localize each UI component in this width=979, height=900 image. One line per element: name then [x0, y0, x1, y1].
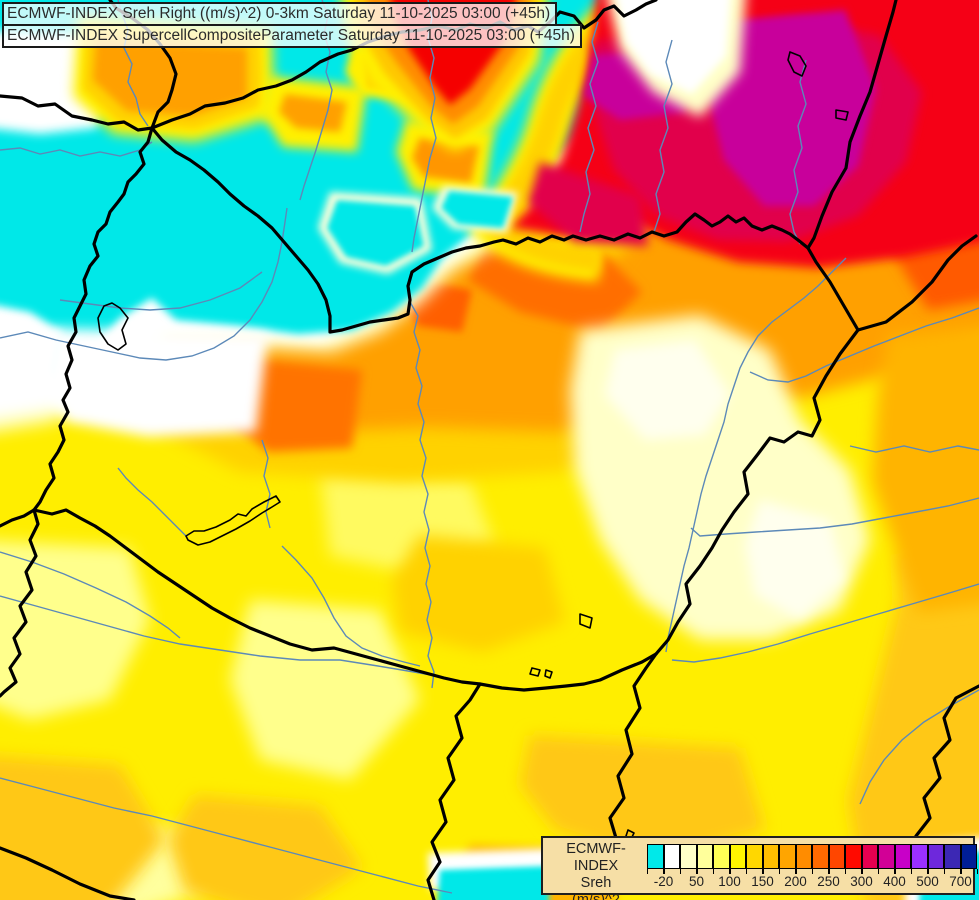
legend-color-cell	[795, 844, 812, 869]
legend-tick	[696, 869, 698, 874]
legend-tick	[745, 869, 747, 874]
title-block: ECMWF-INDEX Sreh Right ((m/s)^2) 0-3km S…	[2, 2, 582, 48]
legend-color-cell	[663, 844, 680, 869]
legend-title-block: ECMWF-INDEX Sreh (m/s)^2	[547, 841, 645, 900]
legend-tick	[894, 869, 896, 874]
legend-color-cell	[779, 844, 796, 869]
legend-tick-label: 300	[850, 874, 873, 889]
legend-tick-label: 250	[817, 874, 840, 889]
legend-units: (m/s)^2	[572, 892, 620, 900]
legend-color-cell	[729, 844, 746, 869]
legend-tick-label: 400	[883, 874, 906, 889]
legend-tick-label: 700	[949, 874, 972, 889]
legend-title: ECMWF-INDEX	[566, 841, 626, 874]
legend-tick	[778, 869, 780, 874]
lake-balaton	[185, 495, 281, 546]
legend-tick	[811, 869, 813, 874]
legend-tick	[844, 869, 846, 874]
legend-tick	[663, 869, 665, 874]
legend-color-cell	[680, 844, 697, 869]
legend-color-cell	[762, 844, 779, 869]
legend-tick-label: 150	[751, 874, 774, 889]
legend-color-cell	[861, 844, 878, 869]
legend-color-cell	[713, 844, 730, 869]
legend-color-cell	[828, 844, 845, 869]
legend-tick-label: 50	[688, 874, 705, 889]
lakes	[97, 51, 849, 840]
legend-tick	[712, 869, 714, 874]
legend-color-cell	[696, 844, 713, 869]
title-line-2: ECMWF-INDEX SupercellCompositeParameter …	[2, 24, 582, 48]
legend-tick	[729, 869, 731, 874]
legend-ticks: -20 50 100 150 200 250 300 400 500 700	[646, 869, 978, 893]
lake-neusiedl	[97, 302, 129, 351]
legend-tick	[828, 869, 830, 874]
title-line-1: ECMWF-INDEX Sreh Right ((m/s)^2) 0-3km S…	[2, 2, 558, 26]
legend-tick	[927, 869, 929, 874]
legend-tick	[910, 869, 912, 874]
legend-tick	[762, 869, 764, 874]
legend-tick	[877, 869, 879, 874]
legend-tick	[646, 869, 648, 874]
legend-tick-label: -20	[653, 874, 674, 889]
legend-color-cell	[812, 844, 829, 869]
legend-tick	[861, 869, 863, 874]
legend-tick	[960, 869, 962, 874]
legend-color-cell	[894, 844, 911, 869]
legend-color-cell	[647, 844, 664, 869]
legend-color-cell	[746, 844, 763, 869]
legend-color-cell	[878, 844, 895, 869]
legend-tick-label: 500	[916, 874, 939, 889]
legend-tick-label: 200	[784, 874, 807, 889]
legend-tick	[976, 869, 978, 874]
legend: ECMWF-INDEX Sreh (m/s)^2 -20 50 100 150 200 2…	[541, 836, 978, 900]
legend-color-cell	[911, 844, 928, 869]
legend-color-cell	[960, 844, 977, 869]
legend-color-cell	[845, 844, 862, 869]
legend-tick	[943, 869, 945, 874]
legend-parameter: Sreh	[580, 875, 612, 891]
legend-tick	[679, 869, 681, 874]
legend-tick	[795, 869, 797, 874]
legend-color-cell	[944, 844, 961, 869]
legend-color-cell	[927, 844, 944, 869]
legend-colorbar	[647, 844, 977, 869]
legend-tick-label: 100	[718, 874, 741, 889]
